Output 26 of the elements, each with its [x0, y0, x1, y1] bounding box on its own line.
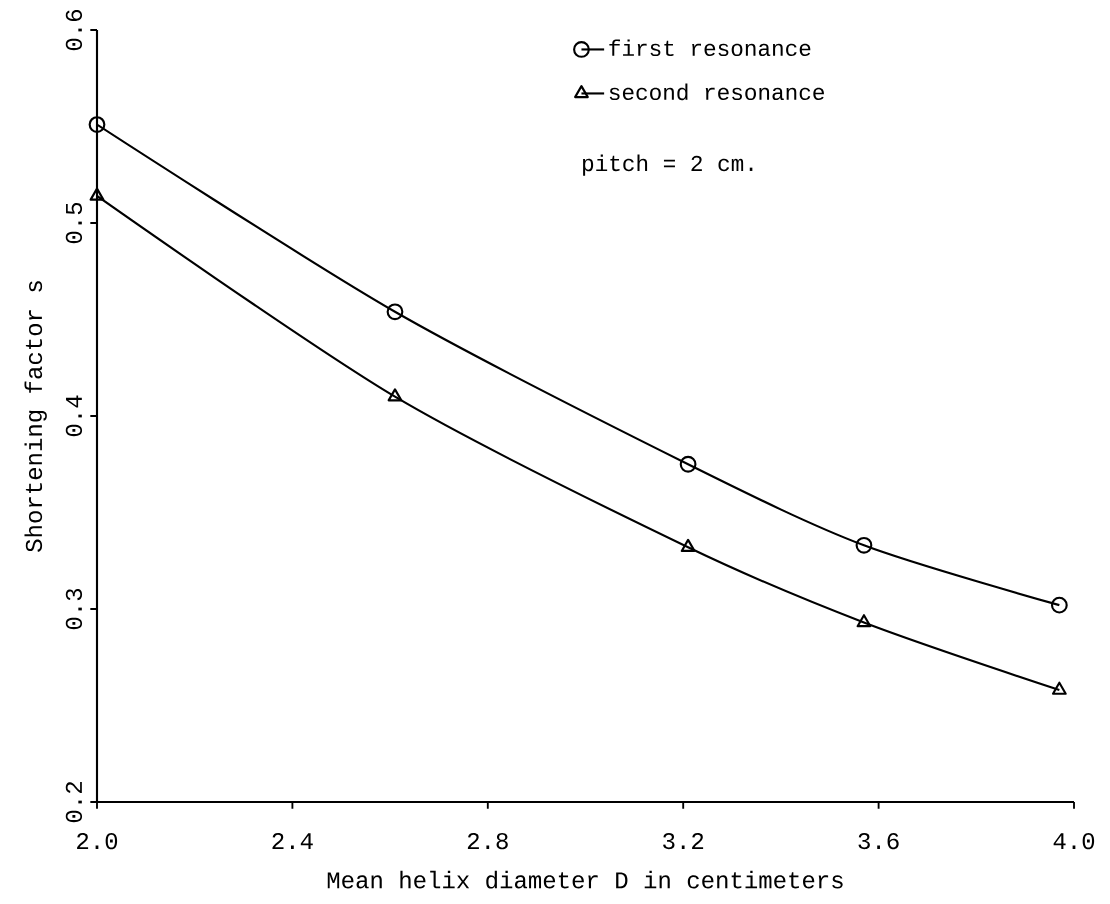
x-tick-label: 2.8	[467, 832, 508, 850]
point	[1051, 681, 1067, 695]
y-tick-label: 0.5	[65, 202, 83, 244]
point	[679, 455, 697, 473]
x-tick-label: 4.0	[1053, 832, 1095, 850]
y-tick-label: 0.3	[65, 588, 83, 630]
y-tick-label: 0.2	[65, 782, 83, 823]
x-tick-label: 2.0	[77, 832, 118, 850]
y-tick-label: 0.6	[65, 9, 83, 51]
annotation: pitch = 2 cm.	[583, 154, 753, 176]
point	[1050, 596, 1068, 614]
point	[89, 187, 105, 201]
legend-label: second resonance	[609, 83, 824, 101]
legend-label: first resonance	[609, 39, 811, 57]
x-tick-label: 3.6	[858, 832, 899, 850]
point	[855, 536, 873, 554]
point	[856, 614, 872, 628]
point	[680, 538, 696, 552]
x-tick-label: 3.2	[663, 832, 704, 850]
point	[387, 388, 403, 402]
x-axis-title: Mean helix diameter D in centimeters	[327, 870, 843, 889]
point	[88, 116, 106, 133]
point	[386, 303, 404, 321]
y-tick-label: 0.4	[65, 395, 83, 437]
x-tick-label: 2.4	[272, 832, 313, 849]
y-axis-title: Shortening factor s	[24, 281, 47, 552]
